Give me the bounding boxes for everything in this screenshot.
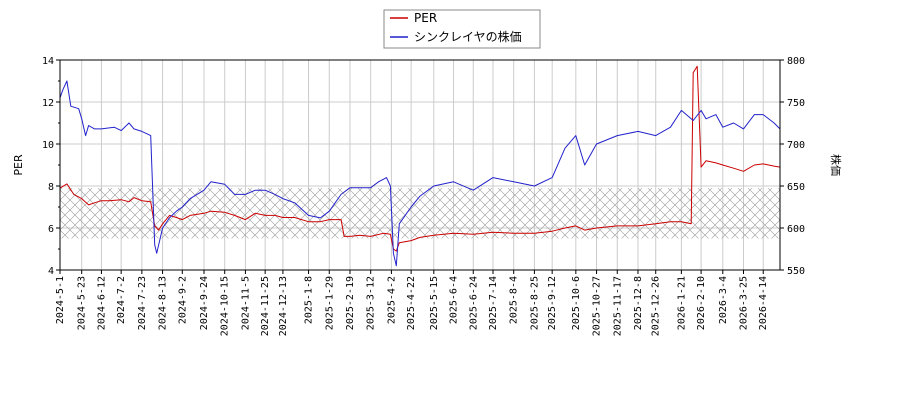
series-layer xyxy=(59,65,781,267)
x-tick-label: 2024-11-25 xyxy=(260,276,271,336)
x-tick-label: 2025-11-17 xyxy=(612,276,623,336)
legend-label-price: シンクレイヤの株価 xyxy=(414,29,522,44)
y-right-tick-label: 700 xyxy=(787,140,805,151)
series-line-per xyxy=(59,65,781,252)
x-tick-label: 2025-3-12 xyxy=(366,276,377,330)
x-tick-label: 2024-6-12 xyxy=(96,276,107,330)
x-tick-label: 2026-4-14 xyxy=(758,276,769,330)
x-tick-label: 2026-1-21 xyxy=(676,276,687,330)
x-tick-label: 2025-10-27 xyxy=(592,276,603,336)
y-left-tick-label: 8 xyxy=(48,182,54,193)
y-left-tick-label: 12 xyxy=(42,98,54,109)
x-tick-label: 2024-9-24 xyxy=(199,276,210,330)
y-left-tick-label: 14 xyxy=(42,56,54,67)
x-tick-label: 2025-8-25 xyxy=(529,276,540,330)
x-tick-label: 2026-3-4 xyxy=(718,276,729,324)
series-line-price xyxy=(59,80,781,267)
y-right-tick-label: 800 xyxy=(787,56,805,67)
x-tick-label: 2024-12-13 xyxy=(278,276,289,336)
legend-box xyxy=(383,9,541,49)
x-tick-label: 2026-2-10 xyxy=(696,276,707,330)
y-right-tick-label: 600 xyxy=(787,224,805,235)
y-left-tick-label: 4 xyxy=(48,266,54,277)
y-left-tick-label: 6 xyxy=(48,224,54,235)
x-tick-label: 2025-10-6 xyxy=(571,276,582,330)
legend-label-per: PER xyxy=(414,11,437,25)
x-tick-label: 2026-3-25 xyxy=(739,276,750,330)
legend: PER シンクレイヤの株価 xyxy=(383,9,541,49)
x-tick-label: 2025-6-4 xyxy=(449,276,460,324)
x-tick-label: 2025-12-26 xyxy=(651,276,662,336)
y-left-tick-label: 10 xyxy=(42,140,54,151)
y-axis-right-title: 株価 xyxy=(829,154,843,176)
x-tick-label: 2024-7-2 xyxy=(116,276,127,324)
x-tick-label: 2024-9-2 xyxy=(177,276,188,324)
x-tick-label: 2024-7-23 xyxy=(137,276,148,330)
x-tick-label: 2024-10-15 xyxy=(220,276,231,336)
y-right-tick-label: 750 xyxy=(787,98,805,109)
x-tick-label: 2025-12-8 xyxy=(633,276,644,330)
x-tick-label: 2025-1-29 xyxy=(324,276,335,330)
x-tick-label: 2024-5-23 xyxy=(77,276,88,330)
y-right-tick-label: 550 xyxy=(787,266,805,277)
x-tick-label: 2024-5-1 xyxy=(55,276,66,324)
x-tick-label: 2025-6-24 xyxy=(468,276,479,330)
x-tick-label: 2025-7-14 xyxy=(488,276,499,330)
x-tick-label: 2025-5-15 xyxy=(429,276,440,330)
x-tick-label: 2025-2-19 xyxy=(345,276,356,330)
x-tick-label: 2025-9-12 xyxy=(547,276,558,330)
x-tick-label: 2024-11-5 xyxy=(240,276,251,330)
y-right-tick-label: 650 xyxy=(787,182,805,193)
axes: 4 6 8 10 12 14 550 600 650 700 750 800 2024-5-1 2024-… xyxy=(42,56,805,336)
x-tick-label: 2025-1-8 xyxy=(304,276,315,324)
x-tick-label: 2025-4-2 xyxy=(386,276,397,324)
y-axis-left-title: PER xyxy=(12,154,25,176)
x-tick-label: 2025-4-22 xyxy=(406,276,417,330)
x-tick-label: 2025-8-4 xyxy=(509,276,520,324)
x-tick-label: 2024-8-13 xyxy=(158,276,169,330)
